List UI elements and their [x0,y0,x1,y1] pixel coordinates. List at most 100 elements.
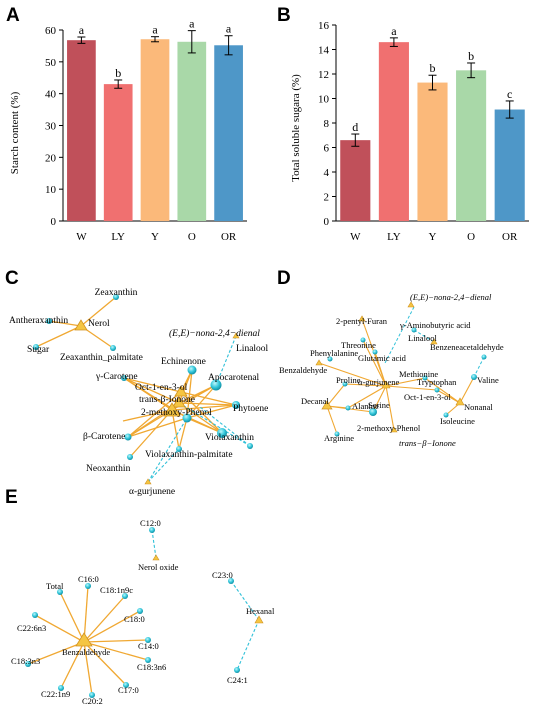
label-trans-beta-ionone-d: trans−β−Ionone [399,438,456,448]
significance-letter: c [507,87,512,101]
network-d: D [277,268,504,448]
x-tick-label: W [350,231,361,243]
label-apocarotenal: Apocarotenal [208,373,260,383]
panel-label-e: E [5,487,18,508]
node-alanine [345,405,351,411]
bar-ly [103,84,133,221]
error-bar [351,133,360,147]
label-neoxanthin: Neoxanthin [86,464,131,474]
node-beta-carotene [124,433,132,441]
label-total: Total [46,581,64,591]
node-benzeneacetaldehyde [481,354,487,360]
node-c20-2 [89,692,95,698]
node-tryptophan [434,387,440,393]
node-2-methoxy-phenol [163,402,181,417]
error-bar [114,79,123,89]
y-tick-label: 16 [318,20,330,32]
y-tick-label: 10 [45,184,57,196]
label-alpha-gurjunene-c: α-gurjunene [129,487,175,497]
node-alpha-gurjunene-c [144,478,152,485]
panel-label-c: C [5,268,19,289]
node-violaxanthin-palmitate [176,446,182,452]
label-c18-3n6: C18:3n6 [137,662,166,672]
label-linalool-c: Linalool [236,344,269,354]
label-serine: Serine [368,400,390,410]
node-benzaldehyde-e [75,632,93,647]
y-tick-label: 8 [324,118,330,130]
nodes-e [25,527,264,698]
y-tick-label: 60 [45,25,57,37]
y-tick-label: 10 [318,94,330,106]
node-hub-c [182,413,192,423]
node-phytoene [232,401,240,409]
network-e: E [5,487,275,706]
edges-positive-e [27,585,149,696]
node-c18-3n3 [25,661,31,667]
x-tick-label: O [467,231,475,243]
label-antheraxanthin: Antheraxanthin [9,316,68,326]
node-2-pentyl-furan [358,315,366,322]
node-c18-1n9c [122,593,128,599]
bar-y [140,39,170,222]
label-zeaxanthin: Zeaxanthin [95,288,138,298]
node-echinenone [187,365,197,375]
y-tick-label: 20 [45,152,57,164]
label-c16-0: C16:0 [78,574,99,584]
label-hexanal: Hexanal [246,606,275,616]
label-proline: Proline [336,375,361,385]
bar-or [214,45,243,221]
node-c18-3n6 [145,657,151,663]
edges-negative-e [151,529,260,671]
significance-letter: d [352,120,358,134]
label-2-methoxy-phenol: 2-methoxy-Phenol [141,408,212,418]
error-bar [224,35,233,56]
label-c18-3n3: C18:3n3 [11,656,40,666]
label-zeaxanthin-palmitate: Zeaxanthin_palmitate [60,353,143,363]
label-sugar: Sugar [27,345,50,355]
node-c18-0 [137,608,143,614]
label-nerol: Nerol [88,319,110,329]
panel-label-b: B [277,5,291,26]
error-bar [428,74,437,91]
significance-letter: b [115,66,121,80]
x-tick-label: W [76,231,87,243]
label-c23-0: C23:0 [212,570,233,580]
label-violaxanthin: Violaxanthin [205,433,254,443]
label-oct-1-en-3-ol: Oct-1-en-3-ol [135,383,188,393]
label-c22-1n9: C22:1n9 [41,689,70,699]
bar-or [494,109,525,221]
error-bar [505,100,514,119]
node-trans-beta-ionone [172,396,186,408]
edges-positive-d [318,318,475,435]
node-violaxanthin [217,428,227,438]
node-linalool-c [247,443,253,449]
nodes-c [33,294,253,485]
label-nerol-oxide: Nerol oxide [138,562,179,572]
label-arginine: Arginine [324,433,354,443]
label-nonadienal-d: (E,E)−nona-2,4−dienal [410,292,492,302]
panel-label-a: A [6,5,20,26]
edges-negative-d [384,306,485,378]
significance-letter: b [430,61,436,75]
label-nonanal: Nonanal [464,402,493,412]
label-gamma-carotene: γ-Carotene [95,372,138,382]
significance-letter: a [391,24,397,38]
node-methionine [422,375,428,381]
nodes-d [315,301,487,437]
node-c12-0 [149,527,155,533]
label-glutamic-acid: Glutamic acid [358,353,407,363]
node-c23-0 [228,578,234,584]
label-threonine: Threonine [341,340,376,350]
label-benzaldehyde-e: Benzaldehyde [62,647,110,657]
significance-letter: a [226,22,232,36]
error-bar [467,62,476,79]
label-phenylalanine: Phenylalanine [310,348,358,358]
y-tick-label: 2 [324,192,330,204]
significance-letter: a [189,17,195,31]
bar-ly [378,42,409,222]
label-c18-0: C18:0 [124,614,145,624]
label-beta-carotene: β-Carotene [83,432,125,442]
node-alpha-gurjunene-d [381,380,391,389]
label-isoleucine: Isoleucine [440,416,475,426]
node-c14-0 [145,637,151,643]
